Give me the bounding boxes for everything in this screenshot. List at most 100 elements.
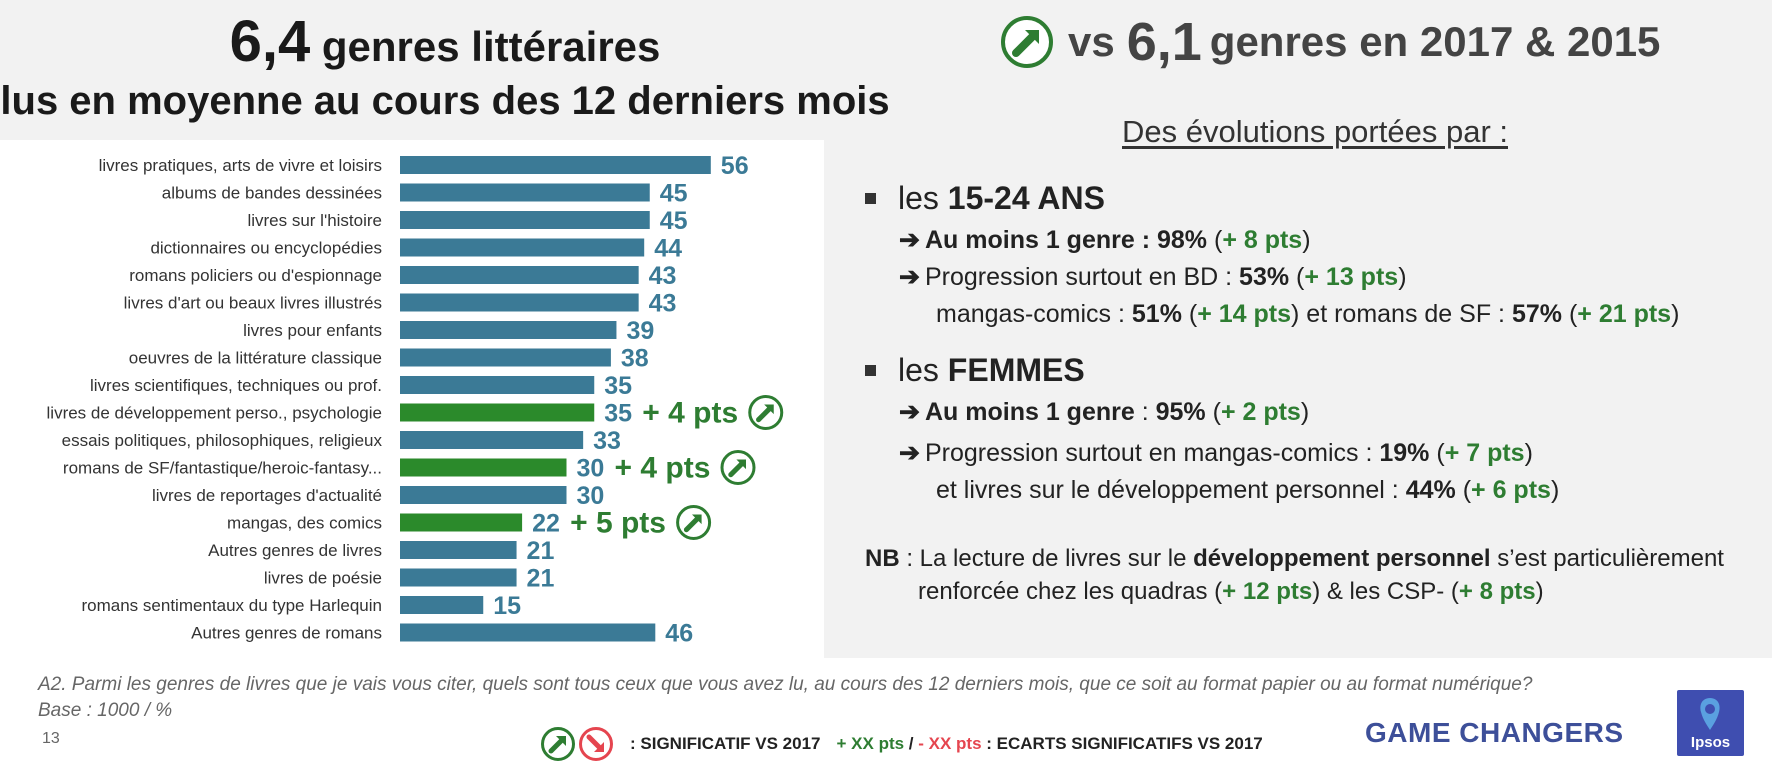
section-young: les 15-24 ANS ➔ Au moins 1 genre : 98% (+… bbox=[865, 178, 1679, 333]
base-text: Base : 1000 / % bbox=[38, 700, 173, 721]
bar bbox=[400, 431, 584, 449]
section-women: les FEMMES ➔ Au moins 1 genre : 95% (+ 2 … bbox=[865, 350, 1559, 509]
title-line2: lus en moyenne au cours des 12 derniers … bbox=[0, 79, 890, 123]
bullet-square bbox=[865, 364, 876, 376]
bar bbox=[400, 238, 645, 257]
arrow-right-icon: ➔ bbox=[899, 263, 920, 291]
value-label: 45 bbox=[660, 180, 688, 208]
women-group-label: FEMMES bbox=[947, 352, 1085, 388]
comparison-title: vs 6,1 genres en 2017 & 2015 bbox=[1000, 12, 1660, 72]
bar bbox=[400, 568, 517, 587]
nb-note: NB : La lecture de livres sur le dévelop… bbox=[865, 545, 1724, 605]
category-label: livres d'art ou beaux livres illustrés bbox=[124, 294, 382, 313]
young-group-label: 15-24 ANS bbox=[947, 180, 1105, 216]
category-label: romans de SF/fantastique/heroic-fantasy.… bbox=[63, 459, 382, 478]
category-label: dictionnaires ou encyclopédies bbox=[150, 239, 382, 258]
young-row-3: mangas-comics : 51% (+ 14 pts) et romans… bbox=[936, 300, 1680, 328]
value-label: 35 bbox=[604, 372, 632, 400]
significant-down-icon bbox=[578, 726, 614, 762]
icon-arrow-shaft bbox=[683, 516, 700, 533]
significance-legend: : SIGNIFICATIF VS 2017 + XX pts / - XX p… bbox=[540, 726, 1263, 762]
value-label: 43 bbox=[649, 290, 677, 318]
bar bbox=[400, 513, 523, 532]
previous-average-value: 6,1 bbox=[1126, 12, 1202, 72]
value-label: 44 bbox=[654, 235, 682, 263]
bar bbox=[400, 293, 639, 312]
value-label: 43 bbox=[649, 262, 677, 290]
evolutions-heading: Des évolutions portées par : bbox=[1122, 114, 1508, 149]
bar bbox=[400, 458, 567, 477]
legend-minus: - XX pts bbox=[918, 734, 982, 753]
legend-slash: / bbox=[904, 734, 919, 753]
delta-label: + 4 pts bbox=[642, 397, 738, 430]
arrow-right-icon: ➔ bbox=[899, 439, 920, 467]
legend-plus: + XX pts bbox=[836, 734, 905, 753]
category-label: livres de développement perso., psycholo… bbox=[47, 404, 382, 423]
bar bbox=[400, 156, 711, 174]
category-label: livres de poésie bbox=[264, 569, 382, 588]
young-row-2: ➔ Progression surtout en BD : 53% (+ 13 p… bbox=[865, 259, 1679, 296]
value-label: 30 bbox=[577, 455, 605, 483]
ipsos-mark-icon bbox=[1700, 698, 1720, 730]
category-label: essais politiques, philosophiques, relig… bbox=[62, 431, 383, 450]
bar bbox=[400, 541, 517, 559]
icon-arrow-head bbox=[736, 459, 746, 470]
arrow-right-icon: ➔ bbox=[899, 398, 920, 426]
title-line1: genres littéraires bbox=[321, 23, 661, 70]
page-number: 13 bbox=[42, 730, 60, 747]
icon-arrow-head bbox=[692, 514, 702, 525]
question-text: A2. Parmi les genres de livres que je va… bbox=[38, 674, 1533, 695]
value-label: 30 bbox=[577, 482, 605, 510]
value-label: 22 bbox=[532, 510, 560, 538]
women-row-3: et livres sur le développement personnel… bbox=[936, 476, 1560, 504]
category-label: Autres genres de romans bbox=[191, 624, 382, 643]
bar bbox=[400, 623, 656, 642]
icon-arrow-shaft bbox=[756, 406, 772, 423]
arrow-right-icon: ➔ bbox=[899, 226, 920, 254]
genres-bar-chart: livres pratiques, arts de vivre et loisi… bbox=[47, 152, 784, 648]
bar bbox=[400, 321, 617, 339]
bar bbox=[400, 266, 639, 284]
value-label: 21 bbox=[527, 565, 555, 593]
bar bbox=[400, 211, 650, 229]
bar bbox=[400, 403, 595, 422]
significant-up-icon bbox=[676, 505, 712, 540]
category-label: Autres genres de livres bbox=[208, 541, 382, 560]
insights-panel bbox=[824, 140, 1772, 658]
category-label: oeuvres de la littérature classique bbox=[129, 349, 382, 368]
category-label: livres de reportages d'actualité bbox=[152, 486, 382, 505]
nb-label: NB bbox=[865, 545, 900, 572]
bar bbox=[400, 183, 650, 202]
category-label: romans sentimentaux du type Harlequin bbox=[82, 596, 383, 615]
category-label: livres scientifiques, techniques ou prof… bbox=[90, 376, 382, 395]
value-label: 35 bbox=[604, 400, 632, 428]
significant-up-icon bbox=[720, 450, 756, 485]
value-label: 21 bbox=[527, 537, 555, 565]
women-row-2: ➔ Progression surtout en mangas-comics : … bbox=[865, 435, 1559, 472]
category-label: mangas, des comics bbox=[227, 514, 382, 533]
legend-ecarts: : ECARTS SIGNIFICATIFS VS 2017 bbox=[986, 734, 1263, 753]
significant-up-icon bbox=[540, 726, 576, 762]
value-label: 38 bbox=[621, 345, 649, 373]
ipsos-logo: Ipsos bbox=[1677, 690, 1744, 756]
average-genres-value: 6,4 bbox=[229, 9, 311, 74]
bar bbox=[400, 596, 484, 614]
legend-significant: : SIGNIFICATIF VS 2017 bbox=[630, 734, 821, 753]
category-label: romans policiers ou d'espionnage bbox=[129, 266, 382, 285]
page-title: 6,4 genres littéraires lus en moyenne au… bbox=[0, 12, 890, 125]
delta-label: + 4 pts bbox=[615, 452, 711, 485]
value-label: 15 bbox=[493, 592, 521, 620]
women-row-1: ➔ Au moins 1 genre : 95% (+ 2 pts) bbox=[865, 394, 1559, 431]
icon-arrow-head bbox=[764, 404, 774, 415]
value-label: 39 bbox=[626, 317, 654, 345]
category-label: livres pratiques, arts de vivre et loisi… bbox=[99, 156, 382, 175]
value-label: 56 bbox=[721, 152, 749, 180]
header-band bbox=[0, 0, 1772, 140]
game-changers-brand: GAME CHANGERS bbox=[1365, 717, 1624, 748]
significant-up-icon bbox=[1000, 15, 1054, 69]
young-row-1: ➔ Au moins 1 genre : 98% (+ 8 pts) bbox=[865, 222, 1679, 259]
significant-up-icon bbox=[748, 395, 784, 430]
bar bbox=[400, 376, 595, 394]
category-label: albums de bandes dessinées bbox=[162, 184, 382, 203]
survey-question: A2. Parmi les genres de livres que je va… bbox=[38, 672, 1532, 724]
